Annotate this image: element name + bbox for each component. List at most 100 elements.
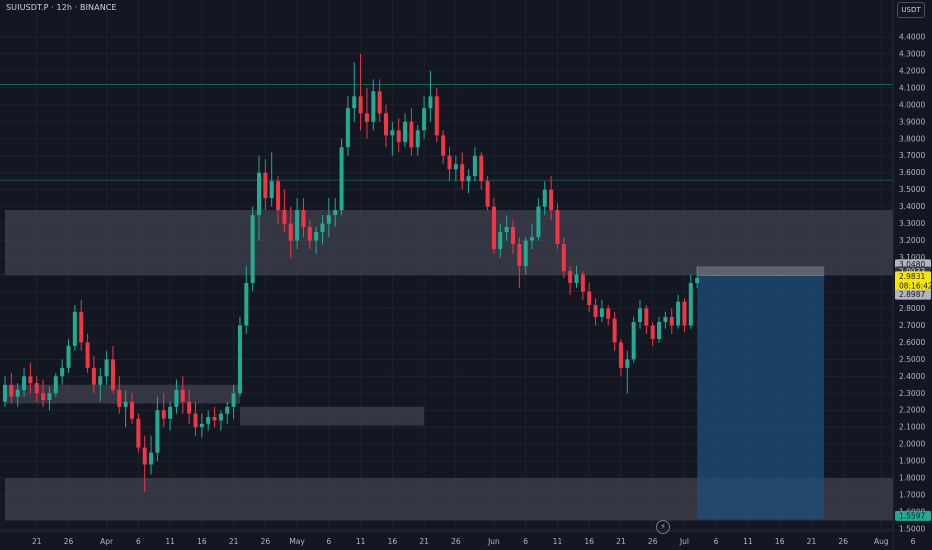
candle-body xyxy=(326,215,331,224)
candle-body xyxy=(244,282,249,326)
candle-body xyxy=(371,91,376,122)
candle-body xyxy=(60,367,65,377)
candle-body xyxy=(231,393,236,407)
candle-body xyxy=(288,223,293,241)
candle-body xyxy=(593,305,598,317)
candle-body xyxy=(79,311,84,343)
candle-body xyxy=(345,108,350,148)
symbol-label[interactable]: SUIUSDT.P · 12h · BINANCE xyxy=(6,3,117,12)
candle-body xyxy=(396,130,401,143)
price-tick-label: 3.5000 xyxy=(899,185,925,194)
candle-body xyxy=(587,291,592,306)
time-tick-label: 6 xyxy=(714,537,719,546)
candle-body xyxy=(549,189,554,211)
zone-rect[interactable] xyxy=(5,384,240,404)
zone-rect[interactable] xyxy=(5,210,893,276)
lightning-icon[interactable]: ⚡ xyxy=(656,520,670,534)
price-tick-label: 4.4000 xyxy=(899,32,925,41)
candle-body xyxy=(358,96,363,114)
price-tick-label: 3.6000 xyxy=(899,168,925,177)
time-tick-label: 6 xyxy=(523,537,528,546)
candle-body xyxy=(136,418,141,448)
candle-body xyxy=(333,210,338,216)
candle-body xyxy=(638,308,642,323)
time-tick-label: 21 xyxy=(807,537,817,546)
time-tick-label: Jul xyxy=(679,537,689,546)
candle-body xyxy=(542,189,547,207)
candle-body xyxy=(339,147,344,211)
candle-body xyxy=(34,383,39,394)
time-tick-label: 11 xyxy=(553,537,563,546)
candle-body xyxy=(580,274,585,292)
time-axis-panel[interactable] xyxy=(0,531,893,550)
position-stop-area[interactable] xyxy=(697,266,825,276)
price-tick-label: 1.5000 xyxy=(899,525,925,534)
candle-body xyxy=(618,342,623,368)
price-tick-label: 4.3000 xyxy=(899,49,925,58)
time-tick-label: 6 xyxy=(911,537,916,546)
price-tick-label: 2.5000 xyxy=(899,355,925,364)
price-tick-label: 2.7000 xyxy=(899,321,925,330)
price-tick-label: 3.1000 xyxy=(899,253,925,262)
candle-body xyxy=(104,359,109,377)
price-tick-label: 4.1000 xyxy=(899,83,925,92)
candle-body xyxy=(269,181,274,199)
candle-body xyxy=(22,376,27,390)
candle-body xyxy=(453,164,458,170)
short-position-tool[interactable] xyxy=(697,266,825,519)
candle-body xyxy=(53,376,58,394)
candle-body xyxy=(384,113,388,136)
countdown-label: 08:16:42 xyxy=(899,281,932,290)
horizontal-lines xyxy=(0,84,893,181)
time-tick-label: Aug xyxy=(874,537,889,546)
price-tick-label: 3.3000 xyxy=(899,219,925,228)
price-tag-label: 1.5597 xyxy=(899,511,925,520)
candle-body xyxy=(193,413,198,428)
currency-button[interactable]: USDT xyxy=(897,2,925,18)
candle-body xyxy=(72,311,77,346)
price-tick-label: 2.6000 xyxy=(899,338,925,347)
candle-body xyxy=(428,96,433,109)
time-tick-label: 16 xyxy=(197,537,207,546)
price-tag-label: 2.9831 xyxy=(899,272,925,281)
candle-body xyxy=(530,237,535,241)
candle-body xyxy=(47,393,52,401)
price-tick-label: 2.3000 xyxy=(899,389,925,398)
candles xyxy=(3,53,700,492)
candle-body xyxy=(250,215,255,283)
candle-body xyxy=(631,322,636,360)
price-tick-label: 3.9000 xyxy=(899,117,925,126)
candle-body xyxy=(695,277,700,283)
time-tick-label: 16 xyxy=(388,537,398,546)
candle-body xyxy=(669,316,674,326)
price-tick-label: 2.8000 xyxy=(899,304,925,313)
candle-body xyxy=(555,210,560,244)
candle-body xyxy=(187,401,192,414)
candle-body xyxy=(91,367,96,385)
candle-body xyxy=(568,271,573,283)
candle-body xyxy=(206,417,211,424)
candle-body xyxy=(117,389,122,407)
price-tag xyxy=(895,289,931,300)
time-tick-label: 21 xyxy=(229,537,239,546)
time-tick-label: 26 xyxy=(838,537,848,546)
candle-body xyxy=(85,342,90,368)
zone-rect[interactable] xyxy=(239,406,425,426)
price-tag xyxy=(895,271,931,292)
time-tick-label: 11 xyxy=(743,537,753,546)
position-target-area[interactable] xyxy=(697,275,825,519)
candle-body xyxy=(441,135,446,156)
time-tick-label: Apr xyxy=(100,537,114,546)
candle-body xyxy=(485,181,490,207)
candle-body xyxy=(225,406,230,414)
time-tick-label: 26 xyxy=(451,537,461,546)
candle-body xyxy=(364,113,369,122)
candle-body xyxy=(98,376,103,385)
time-tick-label: 21 xyxy=(616,537,626,546)
candle-body xyxy=(511,226,515,244)
price-tick-label: 1.7000 xyxy=(899,491,925,500)
time-tick-label: May xyxy=(289,537,305,546)
candle-body xyxy=(218,413,223,421)
